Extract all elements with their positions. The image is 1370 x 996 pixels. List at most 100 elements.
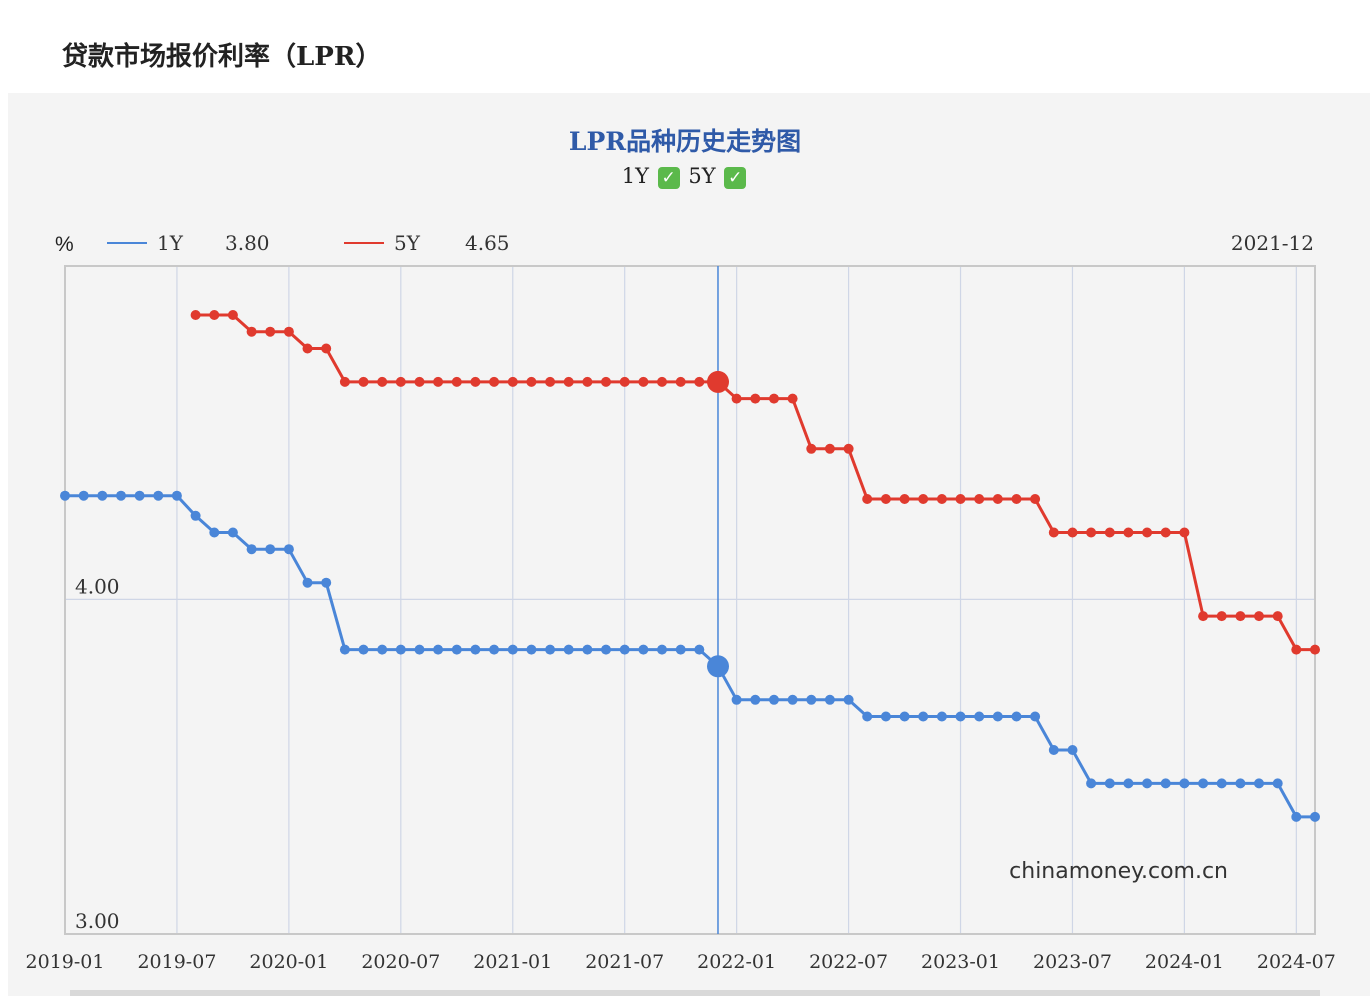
data-point[interactable] — [1160, 527, 1171, 538]
data-point[interactable] — [563, 376, 574, 387]
data-point[interactable] — [507, 376, 518, 387]
data-point[interactable] — [787, 694, 798, 705]
data-point[interactable] — [731, 393, 742, 404]
data-point[interactable] — [153, 490, 164, 501]
data-point[interactable] — [1011, 711, 1022, 722]
data-point[interactable] — [1086, 778, 1097, 789]
data-point[interactable] — [899, 494, 910, 504]
data-point[interactable] — [97, 490, 108, 501]
data-point[interactable] — [918, 711, 929, 722]
data-point[interactable] — [414, 644, 425, 655]
data-point[interactable] — [246, 544, 257, 555]
data-point[interactable] — [526, 644, 537, 655]
data-point[interactable] — [582, 644, 593, 655]
data-point[interactable] — [1272, 611, 1283, 622]
data-point[interactable] — [769, 694, 779, 705]
data-point[interactable] — [750, 694, 761, 705]
data-point[interactable] — [769, 393, 779, 404]
toggle-5y-check-icon[interactable]: ✓ — [724, 166, 747, 189]
data-point[interactable] — [936, 711, 947, 722]
data-point[interactable] — [433, 376, 444, 387]
data-point[interactable] — [619, 376, 630, 387]
data-point[interactable] — [824, 443, 835, 454]
data-point[interactable] — [283, 326, 294, 337]
data-point[interactable] — [1067, 527, 1078, 538]
data-point[interactable] — [134, 490, 145, 501]
data-point[interactable] — [657, 644, 667, 655]
data-point[interactable] — [1086, 527, 1097, 538]
data-point[interactable] — [414, 376, 425, 387]
data-point[interactable] — [1104, 527, 1115, 538]
data-point[interactable] — [116, 490, 126, 501]
data-point[interactable] — [433, 644, 444, 655]
data-point[interactable] — [880, 494, 891, 504]
scrollbar[interactable] — [70, 990, 1320, 996]
data-point[interactable] — [1179, 778, 1190, 789]
data-point[interactable] — [1216, 611, 1227, 622]
data-point[interactable] — [1160, 778, 1171, 789]
data-point[interactable] — [880, 711, 891, 722]
data-point[interactable] — [1216, 778, 1227, 789]
data-point[interactable] — [1104, 778, 1115, 789]
data-point[interactable] — [1291, 811, 1302, 822]
data-point[interactable] — [750, 393, 761, 404]
data-point[interactable] — [395, 376, 406, 387]
data-point[interactable] — [451, 644, 462, 655]
data-point[interactable] — [339, 644, 350, 655]
data-point[interactable] — [377, 376, 388, 387]
data-point[interactable] — [694, 644, 705, 655]
data-point[interactable] — [1310, 644, 1320, 655]
data-point[interactable] — [190, 310, 201, 320]
data-point[interactable] — [1048, 527, 1059, 538]
data-point[interactable] — [302, 343, 313, 354]
data-point[interactable] — [657, 376, 667, 387]
data-point[interactable] — [1030, 494, 1041, 504]
data-point[interactable] — [974, 494, 985, 504]
data-point[interactable] — [395, 644, 406, 655]
data-point[interactable] — [936, 494, 947, 504]
data-point[interactable] — [339, 376, 350, 387]
data-point[interactable] — [1310, 811, 1320, 822]
data-point[interactable] — [862, 494, 873, 504]
data-point[interactable] — [358, 376, 369, 387]
data-point[interactable] — [843, 694, 854, 705]
data-point[interactable] — [1254, 611, 1264, 622]
data-point[interactable] — [1235, 611, 1246, 622]
hover-point[interactable] — [707, 370, 729, 393]
series-1y[interactable] — [60, 490, 1320, 822]
data-point[interactable] — [358, 644, 369, 655]
data-point[interactable] — [470, 376, 481, 387]
data-point[interactable] — [209, 527, 220, 538]
data-point[interactable] — [227, 310, 238, 320]
data-point[interactable] — [675, 644, 686, 655]
data-point[interactable] — [283, 544, 294, 555]
data-point[interactable] — [992, 494, 1003, 504]
hover-point[interactable] — [707, 655, 729, 678]
data-point[interactable] — [1142, 778, 1153, 789]
data-point[interactable] — [1123, 778, 1134, 789]
data-point[interactable] — [582, 376, 593, 387]
data-point[interactable] — [209, 310, 220, 320]
data-point[interactable] — [731, 694, 742, 705]
data-point[interactable] — [1254, 778, 1264, 789]
data-point[interactable] — [619, 644, 630, 655]
data-point[interactable] — [265, 326, 276, 337]
data-point[interactable] — [489, 644, 500, 655]
data-point[interactable] — [545, 376, 556, 387]
data-point[interactable] — [601, 644, 611, 655]
data-point[interactable] — [321, 343, 332, 354]
data-point[interactable] — [992, 711, 1003, 722]
data-point[interactable] — [1272, 778, 1283, 789]
toggle-1y-check-icon[interactable]: ✓ — [657, 166, 680, 189]
data-point[interactable] — [787, 393, 798, 404]
data-point[interactable] — [1179, 527, 1190, 538]
data-point[interactable] — [526, 376, 537, 387]
data-point[interactable] — [1198, 778, 1209, 789]
toggle-5y[interactable]: 5Y ✓ — [688, 164, 748, 189]
data-point[interactable] — [955, 494, 966, 504]
data-point[interactable] — [1235, 778, 1246, 789]
toggle-1y[interactable]: 1Y ✓ — [622, 164, 689, 189]
data-point[interactable] — [638, 644, 649, 655]
data-point[interactable] — [171, 490, 182, 501]
